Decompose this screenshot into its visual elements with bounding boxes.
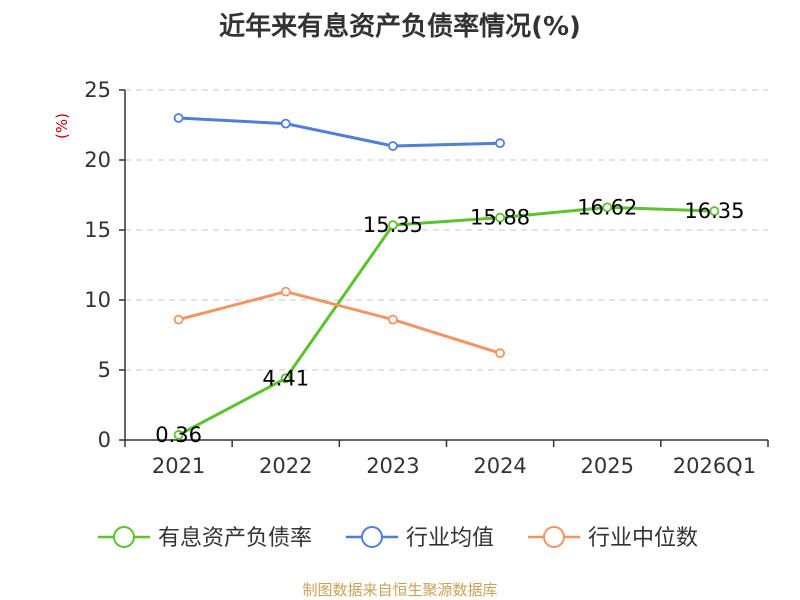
data-label: 0.36	[155, 423, 202, 447]
source-note: 制图数据来自恒生聚源数据库	[302, 581, 498, 599]
x-tick-label: 2021	[152, 454, 205, 478]
data-point[interactable]	[280, 373, 291, 384]
data-point[interactable]	[173, 314, 184, 325]
data-point[interactable]	[495, 212, 505, 223]
data-label: 16.35	[684, 199, 744, 223]
legend-marker	[361, 526, 383, 548]
legend-item[interactable]: 行业均值	[346, 526, 494, 551]
series-line	[178, 290, 501, 355]
y-tick-label: 25	[84, 78, 111, 102]
legend-marker	[113, 526, 135, 548]
x-tick-label: 2022	[259, 454, 312, 478]
x-tick-label: 2024	[473, 454, 526, 478]
data-point[interactable]	[602, 202, 613, 213]
series-line	[177, 205, 715, 437]
x-tick-label: 2025	[581, 454, 634, 478]
data-label: 15.35	[363, 213, 423, 237]
x-tick-label: 2026Q1	[673, 454, 756, 478]
data-label: 16.62	[577, 195, 637, 219]
chart-title: 近年来有息资产负债率情况(%)	[219, 12, 581, 42]
y-axis-unit: (%)	[53, 113, 71, 139]
legend-label: 行业中位数	[588, 526, 698, 551]
data-label: 4.41	[262, 366, 309, 390]
data-labels: 0.36 4.41 15.35 15.88 16.62 16.35	[155, 195, 744, 447]
data-point[interactable]	[495, 138, 505, 149]
data-point[interactable]	[495, 348, 505, 359]
data-point[interactable]	[388, 314, 398, 325]
data-point[interactable]	[709, 206, 720, 217]
legend-item[interactable]: 有息资产负债率	[98, 526, 312, 551]
series-line	[178, 116, 501, 148]
data-point[interactable]	[280, 286, 291, 297]
legend-label: 有息资产负债率	[158, 526, 312, 551]
data-point[interactable]	[388, 220, 398, 231]
data-point[interactable]	[173, 113, 184, 123]
legend[interactable]: 有息资产负债率 行业均值 行业中位数	[98, 526, 698, 551]
legend-label: 行业均值	[406, 526, 494, 551]
data-point[interactable]	[173, 430, 184, 440]
data-label: 15.88	[470, 206, 530, 230]
y-tick-label: 5	[98, 358, 111, 382]
x-tick-label: 2023	[366, 454, 419, 478]
y-tick-label: 0	[98, 428, 111, 452]
y-tick-label: 15	[84, 218, 111, 242]
gridlines	[125, 89, 768, 371]
series-group	[173, 113, 720, 440]
data-point[interactable]	[280, 118, 291, 129]
y-tick-label: 10	[84, 288, 111, 312]
y-tick-label: 20	[84, 148, 111, 172]
legend-item[interactable]: 行业中位数	[528, 526, 698, 551]
data-point[interactable]	[388, 141, 398, 151]
legend-marker	[543, 526, 565, 548]
